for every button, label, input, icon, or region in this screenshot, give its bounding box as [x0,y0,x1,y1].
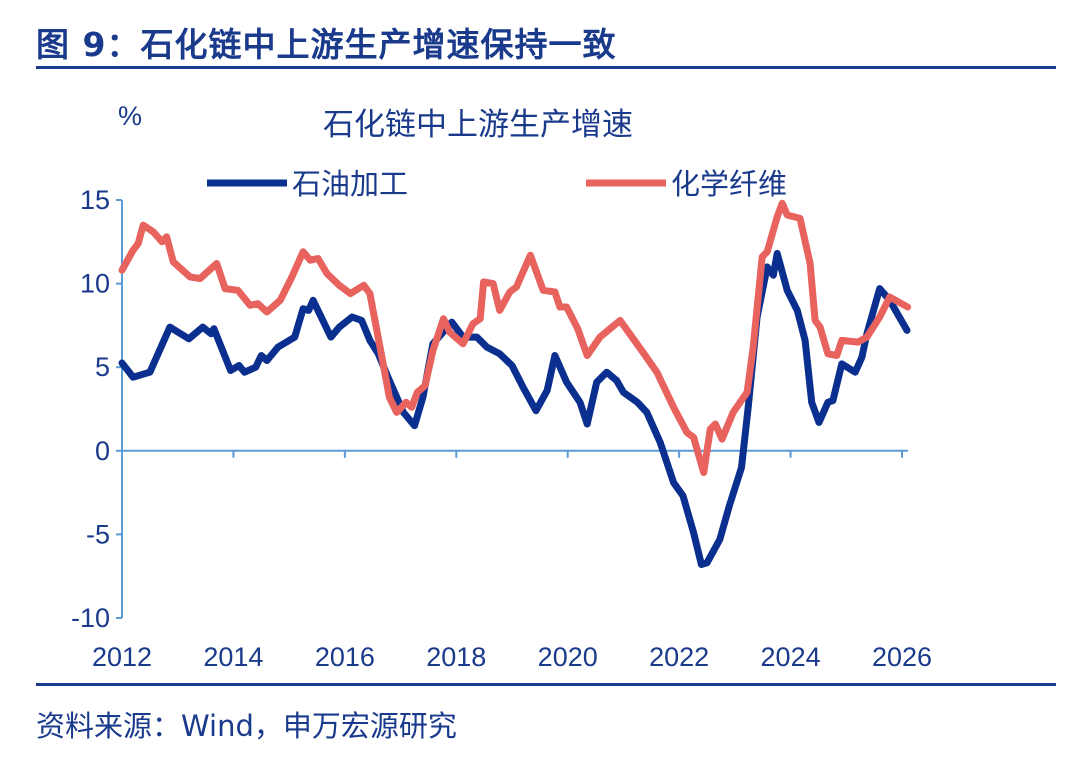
x-tick-label: 2012 [92,642,152,672]
x-tick-label: 2018 [426,642,486,672]
y-tick-label: 5 [95,352,110,382]
y-tick-label: -5 [86,519,110,549]
top-rule [36,66,1056,69]
y-tick-label: -10 [71,603,110,633]
series-line-2 [118,199,912,476]
x-tick-label: 2024 [761,642,821,672]
y-tick-label: 15 [80,185,110,215]
x-tick-label: 2016 [315,642,375,672]
y-tick-label: 10 [80,269,110,299]
figure-title: 图 9：石化链中上游生产增速保持一致 [36,25,617,64]
bottom-rule [36,683,1056,686]
legend: 石油加工 化学纤维 [207,167,787,201]
series-line-1 [118,250,911,568]
y-tick-label: 0 [95,436,110,466]
x-tick-label: 2026 [872,642,932,672]
y-axis-unit: % [118,101,142,131]
chart-title: 石化链中上游生产增速 [323,107,633,143]
x-tick-label: 2022 [649,642,709,672]
source-note: 资料来源：Wind，申万宏源研究 [36,709,457,743]
x-tick-label: 2014 [203,642,263,672]
legend-label-series-1: 石油加工 [292,167,408,201]
legend-label-series-2: 化学纤维 [671,167,787,201]
x-tick-label: 2020 [538,642,598,672]
